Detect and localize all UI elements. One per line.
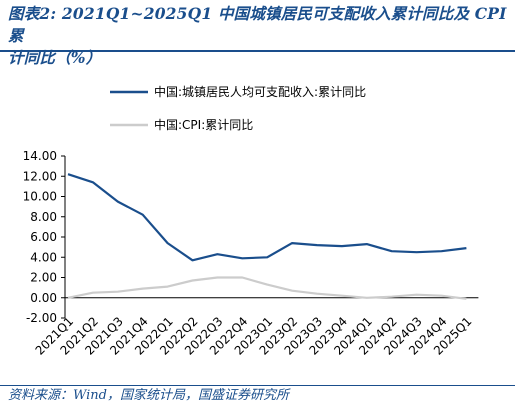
source-divider: [0, 385, 515, 386]
y-tick-label: 10.00: [23, 190, 57, 204]
y-tick-label: -2.00: [26, 311, 57, 325]
y-tick-label: 14.00: [23, 149, 57, 163]
series-line-1: [67, 173, 467, 262]
source-note: 资料来源：Wind，国家统计局，国盛证券研究所: [8, 388, 289, 403]
y-tick-label: 6.00: [30, 230, 57, 244]
title-line-2: 计同比（%）: [8, 48, 102, 67]
series-line-2: [67, 276, 467, 300]
y-tick-label: 4.00: [30, 250, 57, 264]
y-tick-label: 0.00: [30, 291, 57, 305]
legend-label-1: 中国:城镇居民人均可支配收入:累计同比: [154, 84, 366, 99]
y-tick-label: 12.00: [23, 169, 57, 183]
y-tick-label: 8.00: [30, 210, 57, 224]
title-divider: [0, 50, 515, 52]
chart-title: 图表2: 2021Q1~2025Q1 中国城镇居民可支配收入累计同比及 CPI …: [8, 3, 508, 69]
legend-label-2: 中国:CPI:累计同比: [154, 117, 253, 132]
line-chart: 14.00 12.00 10.00 8.00 6.00 4.00 2.00 0.00 -2.00…: [23, 84, 479, 358]
y-tick-label: 2.00: [30, 271, 57, 285]
title-line-1: 图表2: 2021Q1~2025Q1 中国城镇居民可支配收入累计同比及 CPI …: [8, 4, 507, 45]
